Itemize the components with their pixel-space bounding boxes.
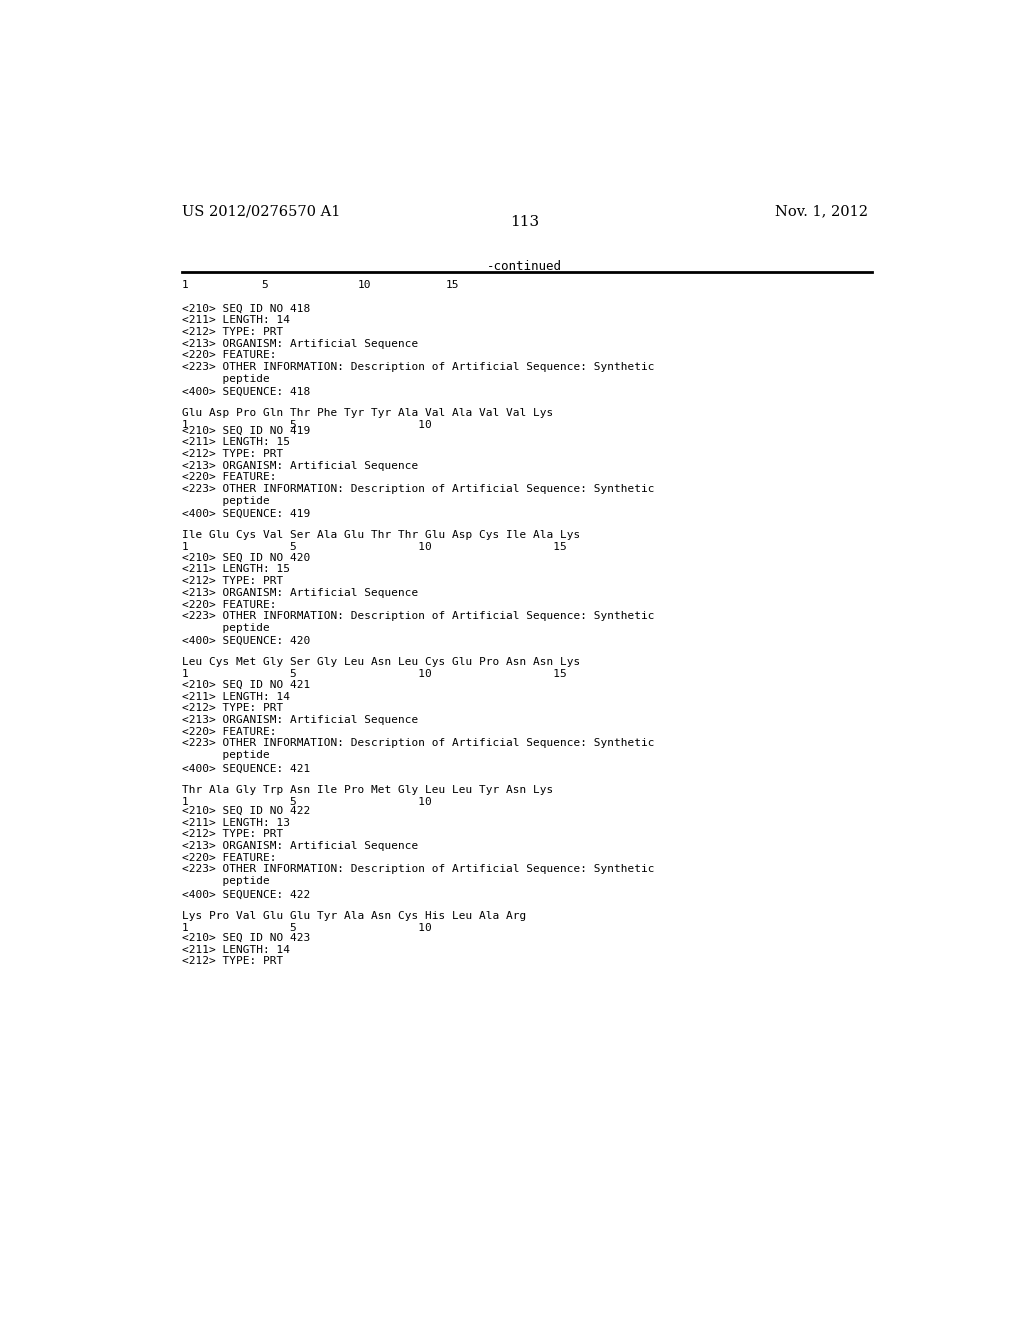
Text: <210> SEQ ID NO 419: <210> SEQ ID NO 419: [182, 426, 310, 436]
Text: Thr Ala Gly Trp Asn Ile Pro Met Gly Leu Leu Tyr Asn Lys: Thr Ala Gly Trp Asn Ile Pro Met Gly Leu …: [182, 785, 553, 795]
Text: <220> FEATURE:: <220> FEATURE:: [182, 726, 276, 737]
Text: peptide: peptide: [182, 750, 269, 760]
Text: <211> LENGTH: 15: <211> LENGTH: 15: [182, 437, 290, 447]
Text: <210> SEQ ID NO 422: <210> SEQ ID NO 422: [182, 805, 310, 816]
Text: 113: 113: [510, 215, 540, 230]
Text: <400> SEQUENCE: 422: <400> SEQUENCE: 422: [182, 890, 310, 900]
Text: <212> TYPE: PRT: <212> TYPE: PRT: [182, 327, 284, 337]
Text: <212> TYPE: PRT: <212> TYPE: PRT: [182, 449, 284, 459]
Text: <210> SEQ ID NO 420: <210> SEQ ID NO 420: [182, 553, 310, 562]
Text: <212> TYPE: PRT: <212> TYPE: PRT: [182, 829, 284, 840]
Text: <400> SEQUENCE: 419: <400> SEQUENCE: 419: [182, 510, 310, 519]
Text: <211> LENGTH: 13: <211> LENGTH: 13: [182, 817, 290, 828]
Text: 1               5                  10                  15: 1 5 10 15: [182, 541, 566, 552]
Text: peptide: peptide: [182, 496, 269, 506]
Text: 5: 5: [261, 280, 268, 290]
Text: peptide: peptide: [182, 374, 269, 384]
Text: <212> TYPE: PRT: <212> TYPE: PRT: [182, 576, 284, 586]
Text: <223> OTHER INFORMATION: Description of Artificial Sequence: Synthetic: <223> OTHER INFORMATION: Description of …: [182, 611, 654, 622]
Text: 10: 10: [358, 280, 372, 290]
Text: <212> TYPE: PRT: <212> TYPE: PRT: [182, 704, 284, 713]
Text: <400> SEQUENCE: 418: <400> SEQUENCE: 418: [182, 387, 310, 397]
Text: peptide: peptide: [182, 623, 269, 632]
Text: 1: 1: [182, 280, 188, 290]
Text: 1               5                  10: 1 5 10: [182, 923, 432, 933]
Text: <223> OTHER INFORMATION: Description of Artificial Sequence: Synthetic: <223> OTHER INFORMATION: Description of …: [182, 738, 654, 748]
Text: <213> ORGANISM: Artificial Sequence: <213> ORGANISM: Artificial Sequence: [182, 461, 418, 471]
Text: <212> TYPE: PRT: <212> TYPE: PRT: [182, 956, 284, 966]
Text: <213> ORGANISM: Artificial Sequence: <213> ORGANISM: Artificial Sequence: [182, 339, 418, 348]
Text: <213> ORGANISM: Artificial Sequence: <213> ORGANISM: Artificial Sequence: [182, 715, 418, 725]
Text: Ile Glu Cys Val Ser Ala Glu Thr Thr Glu Asp Cys Ile Ala Lys: Ile Glu Cys Val Ser Ala Glu Thr Thr Glu …: [182, 531, 581, 540]
Text: 1               5                  10                  15: 1 5 10 15: [182, 669, 566, 678]
Text: <213> ORGANISM: Artificial Sequence: <213> ORGANISM: Artificial Sequence: [182, 587, 418, 598]
Text: <220> FEATURE:: <220> FEATURE:: [182, 599, 276, 610]
Text: 1               5                  10: 1 5 10: [182, 797, 432, 807]
Text: <223> OTHER INFORMATION: Description of Artificial Sequence: Synthetic: <223> OTHER INFORMATION: Description of …: [182, 865, 654, 874]
Text: Leu Cys Met Gly Ser Gly Leu Asn Leu Cys Glu Pro Asn Asn Lys: Leu Cys Met Gly Ser Gly Leu Asn Leu Cys …: [182, 657, 581, 667]
Text: <223> OTHER INFORMATION: Description of Artificial Sequence: Synthetic: <223> OTHER INFORMATION: Description of …: [182, 484, 654, 494]
Text: <210> SEQ ID NO 423: <210> SEQ ID NO 423: [182, 933, 310, 942]
Text: 15: 15: [445, 280, 459, 290]
Text: Glu Asp Pro Gln Thr Phe Tyr Tyr Ala Val Ala Val Val Lys: Glu Asp Pro Gln Thr Phe Tyr Tyr Ala Val …: [182, 408, 553, 418]
Text: <211> LENGTH: 14: <211> LENGTH: 14: [182, 945, 290, 954]
Text: Lys Pro Val Glu Glu Tyr Ala Asn Cys His Leu Ala Arg: Lys Pro Val Glu Glu Tyr Ala Asn Cys His …: [182, 911, 526, 921]
Text: <400> SEQUENCE: 421: <400> SEQUENCE: 421: [182, 764, 310, 774]
Text: <211> LENGTH: 14: <211> LENGTH: 14: [182, 692, 290, 701]
Text: <223> OTHER INFORMATION: Description of Artificial Sequence: Synthetic: <223> OTHER INFORMATION: Description of …: [182, 362, 654, 372]
Text: <220> FEATURE:: <220> FEATURE:: [182, 853, 276, 862]
Text: <211> LENGTH: 15: <211> LENGTH: 15: [182, 565, 290, 574]
Text: <213> ORGANISM: Artificial Sequence: <213> ORGANISM: Artificial Sequence: [182, 841, 418, 851]
Text: <400> SEQUENCE: 420: <400> SEQUENCE: 420: [182, 636, 310, 645]
Text: <220> FEATURE:: <220> FEATURE:: [182, 473, 276, 483]
Text: Nov. 1, 2012: Nov. 1, 2012: [774, 205, 867, 218]
Text: US 2012/0276570 A1: US 2012/0276570 A1: [182, 205, 340, 218]
Text: <210> SEQ ID NO 421: <210> SEQ ID NO 421: [182, 680, 310, 690]
Text: <210> SEQ ID NO 418: <210> SEQ ID NO 418: [182, 304, 310, 314]
Text: peptide: peptide: [182, 876, 269, 886]
Text: 1               5                  10: 1 5 10: [182, 420, 432, 430]
Text: <220> FEATURE:: <220> FEATURE:: [182, 351, 276, 360]
Text: -continued: -continued: [487, 260, 562, 273]
Text: <211> LENGTH: 14: <211> LENGTH: 14: [182, 315, 290, 326]
